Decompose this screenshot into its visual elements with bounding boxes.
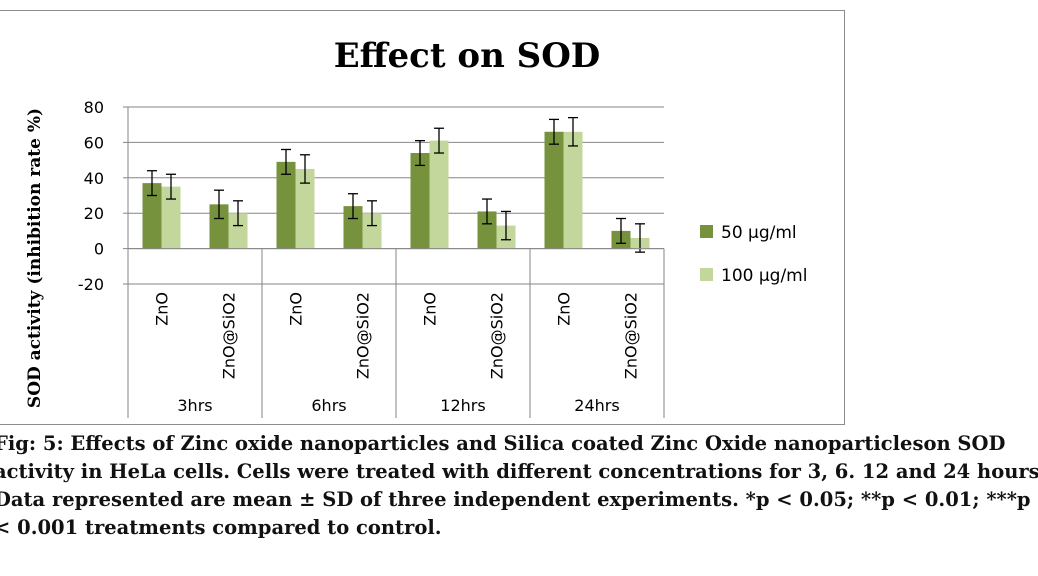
category-label: ZnO [421,292,440,326]
caption-line: < 0.001 treatments compared to control. [0,516,442,539]
caption-line: Fig: 5: Effects of Zinc oxide nanopartic… [0,432,1006,455]
bar [563,131,583,249]
sod-bar-chart: Effect on SOD SOD activity (inhibition r… [25,36,807,418]
bar [161,186,181,249]
bar [410,153,430,249]
category-label: ZnO [555,292,574,326]
bar [228,213,248,249]
legend-label: 50 µg/ml [721,223,797,243]
bar [343,206,363,249]
legend-swatch [700,225,713,238]
bar [142,183,162,249]
bar [295,168,315,249]
bar [209,204,229,249]
chart-title: Effect on SOD [334,36,601,76]
y-tick-label: 0 [94,240,104,259]
category-label: ZnO [153,292,172,326]
category-label: ZnO@SiO2 [220,292,239,379]
y-axis-label: SOD activity (inhibition rate %) [25,108,45,408]
legend-swatch [700,268,713,281]
bar [276,161,296,249]
bar [544,131,564,249]
y-tick-label: 60 [84,133,104,152]
bar [477,211,497,249]
y-tick-label: 40 [84,169,104,188]
legend-label: 100 µg/ml [721,266,807,286]
y-tick-label: 20 [84,204,104,223]
bar [429,140,449,249]
caption-line: Data represented are mean ± SD of three … [0,488,1031,511]
group-label: 6hrs [311,396,346,415]
caption-line: activity in HeLa cells. Cells were treat… [0,460,1038,483]
bar [362,213,382,249]
y-tick-label: 80 [84,98,104,117]
category-label: ZnO@SiO2 [488,292,507,379]
category-label: ZnO@SiO2 [622,292,641,379]
group-label: 12hrs [440,396,485,415]
figure-caption: Fig: 5: Effects of Zinc oxide nanopartic… [0,430,1038,542]
group-label: 24hrs [574,396,619,415]
category-label: ZnO@SiO2 [354,292,373,379]
y-tick-label: -20 [78,275,104,294]
group-label: 3hrs [177,396,212,415]
category-label: ZnO [287,292,306,326]
